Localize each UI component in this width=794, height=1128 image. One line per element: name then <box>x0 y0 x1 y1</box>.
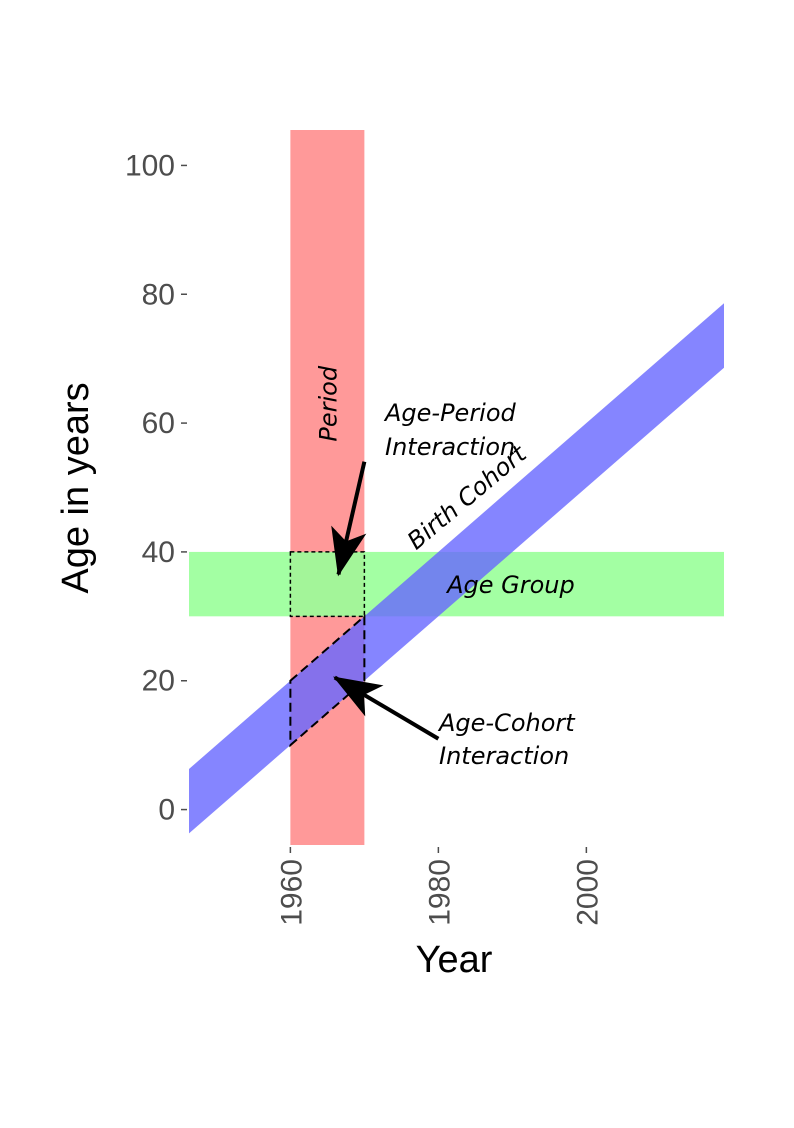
y-tick-label: 40 <box>142 536 175 569</box>
y-tick-label: 80 <box>142 278 175 311</box>
period-band <box>290 130 365 845</box>
age-period-arrow <box>331 461 367 577</box>
age-group-label: Age Group <box>445 571 575 599</box>
age-period-label-line1: Age-Period <box>383 399 517 427</box>
x-axis-title: Year <box>416 939 493 981</box>
y-axis-title: Age in years <box>55 382 97 593</box>
y-tick-label: 60 <box>142 407 175 440</box>
age-cohort-label-line2: Interaction <box>439 742 569 770</box>
age-period-interaction-region <box>289 551 366 618</box>
age-cohort-arrow <box>333 675 440 741</box>
birth-cohort-band <box>189 303 724 834</box>
period-label: Period <box>314 365 342 441</box>
y-tick-label: 20 <box>142 665 175 698</box>
x-axis: 1960 1980 2000 <box>275 847 604 926</box>
x-tick-label: 1980 <box>423 859 456 926</box>
y-axis: 0 20 40 60 80 100 <box>125 149 187 827</box>
age-period-label-line2: Interaction <box>385 433 515 461</box>
x-tick-label: 2000 <box>571 859 604 926</box>
x-tick-label: 1960 <box>275 859 308 926</box>
age-cohort-label-line1: Age-Cohort <box>437 709 576 737</box>
y-tick-label: 100 <box>125 149 175 182</box>
y-tick-label: 0 <box>158 794 175 827</box>
